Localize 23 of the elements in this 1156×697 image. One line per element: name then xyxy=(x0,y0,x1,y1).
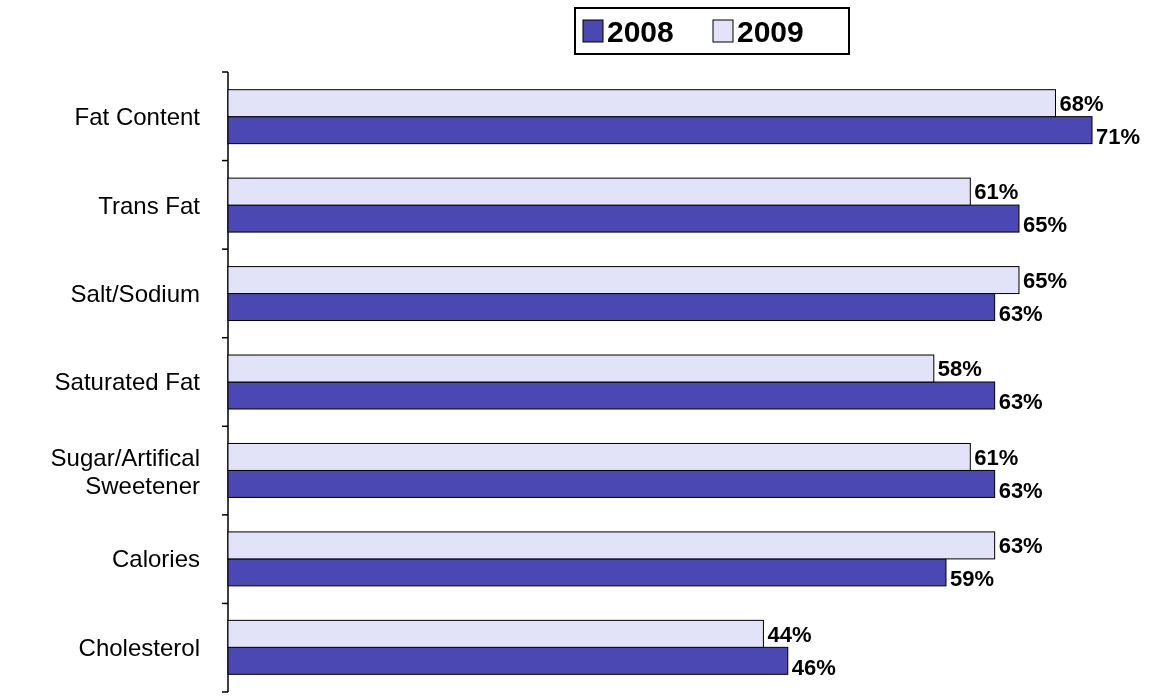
y-tick-label: Cholesterol xyxy=(78,633,200,661)
data-label: 63% xyxy=(998,533,1043,559)
data-label: 61% xyxy=(974,179,1019,205)
y-tick-label: Saturated Fat xyxy=(54,368,201,396)
data-label: 65% xyxy=(1022,267,1068,293)
data-label: 63% xyxy=(998,300,1043,326)
data-label: 63% xyxy=(998,477,1043,503)
data-label: 59% xyxy=(949,566,995,592)
data-label: 71% xyxy=(1096,123,1141,149)
data-label: 63% xyxy=(998,389,1043,415)
data-label: 68% xyxy=(1059,90,1104,116)
y-tick-label: Sugar/Artifical Sweetener xyxy=(50,443,200,499)
y-tick-label: Salt/Sodium xyxy=(70,279,200,307)
data-label: 58% xyxy=(937,356,982,382)
data-label: 44% xyxy=(767,621,812,647)
data-label: 46% xyxy=(791,654,836,680)
legend-label: 2009 xyxy=(737,14,804,48)
data-label: 65% xyxy=(1022,212,1068,238)
y-tick-label: Fat Content xyxy=(74,103,201,131)
legend-label: 2008 xyxy=(607,14,674,48)
y-tick-label: Calories xyxy=(111,545,200,573)
y-tick-label: Trans Fat xyxy=(98,191,201,219)
data-label: 61% xyxy=(974,444,1019,470)
